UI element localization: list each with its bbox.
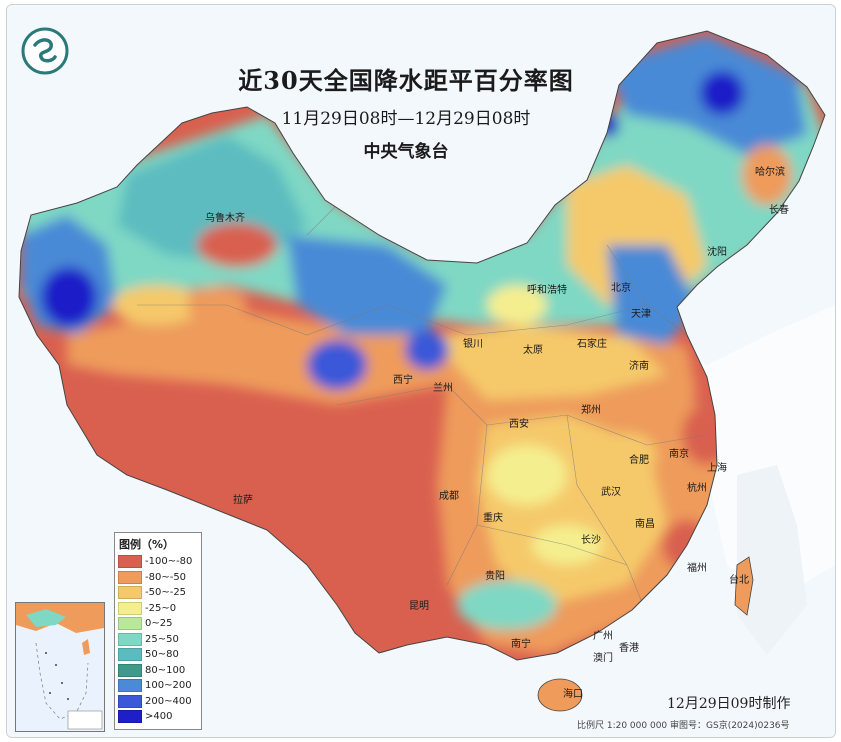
legend-item-label: -50~-25: [145, 587, 187, 599]
city-label: 天津: [631, 309, 651, 320]
legend-item: >400: [115, 709, 201, 725]
legend-item-label: 200~400: [145, 695, 192, 707]
legend-swatch: [118, 601, 142, 615]
city-label: 南京: [669, 449, 689, 460]
legend-swatch: [118, 570, 142, 584]
legend-item: 200~400: [115, 694, 201, 710]
city-label: 长沙: [581, 535, 601, 546]
map-frame: 近30天全国降水距平百分率图 11月29日08时—12月29日08时 中央气象台…: [6, 4, 836, 738]
city-label: 南宁: [511, 639, 531, 650]
cma-logo-icon: [21, 27, 69, 75]
city-label: 合肥: [629, 455, 649, 466]
city-label: 济南: [629, 361, 649, 372]
city-label: 西宁: [393, 375, 413, 386]
city-label: 武汉: [601, 487, 621, 498]
legend-item: -25~0: [115, 601, 201, 617]
city-label: 贵阳: [485, 571, 505, 582]
precipitation-map: [7, 5, 835, 737]
city-label: 沈阳: [707, 247, 727, 258]
city-label: 呼和浩特: [527, 285, 567, 296]
city-label: 西安: [509, 419, 529, 430]
legend-swatch: [118, 679, 142, 693]
legend-item: 80~100: [115, 663, 201, 679]
city-label: 昆明: [409, 601, 429, 612]
city-label: 台北: [729, 575, 749, 586]
legend-swatch: [118, 663, 142, 677]
legend-item: -80~-50: [115, 570, 201, 586]
legend-item-label: 80~100: [145, 664, 186, 676]
south-china-sea-inset: [15, 602, 105, 732]
city-label: 南昌: [635, 519, 655, 530]
city-label: 澳门: [593, 653, 613, 664]
legend-item: -100~-80: [115, 554, 201, 570]
legend-item-label: 0~25: [145, 618, 173, 630]
city-label: 乌鲁木齐: [205, 213, 245, 224]
legend-item: 50~80: [115, 647, 201, 663]
legend: 图例（%） -100~-80 -80~-50 -50~-25 -25~0 0~2…: [114, 532, 202, 730]
legend-swatch: [118, 632, 142, 646]
city-label: 石家庄: [577, 339, 607, 350]
city-label: 北京: [611, 283, 631, 294]
city-label: 太原: [523, 345, 543, 356]
city-label: 兰州: [433, 383, 453, 394]
legend-swatch: [118, 586, 142, 600]
legend-item-label: >400: [145, 711, 173, 723]
legend-item-label: 50~80: [145, 649, 179, 661]
city-label: 成都: [439, 491, 459, 502]
legend-item-label: 100~200: [145, 680, 192, 692]
legend-item: 0~25: [115, 616, 201, 632]
legend-title: 图例（%）: [119, 538, 175, 551]
city-label: 银川: [463, 339, 483, 350]
legend-item-label: -80~-50: [145, 571, 187, 583]
legend-swatch: [118, 648, 142, 662]
legend-swatch: [118, 694, 142, 708]
city-label: 哈尔滨: [755, 167, 785, 178]
city-label: 郑州: [581, 405, 601, 416]
city-label: 上海: [707, 463, 727, 474]
legend-item: -50~-25: [115, 585, 201, 601]
city-label: 长春: [769, 205, 789, 216]
legend-swatch: [118, 710, 142, 724]
city-label: 广州: [593, 631, 613, 642]
city-label: 福州: [687, 563, 707, 574]
legend-item-label: 25~50: [145, 633, 179, 645]
city-label: 拉萨: [233, 495, 253, 506]
legend-item: 25~50: [115, 632, 201, 648]
legend-item: 100~200: [115, 678, 201, 694]
legend-item-label: -100~-80: [145, 556, 193, 568]
city-label: 香港: [619, 643, 639, 654]
legend-swatch: [118, 617, 142, 631]
scale-and-approval: 比例尺 1:20 000 000 审图号：GS京(2024)0236号: [577, 721, 790, 731]
production-stamp: 12月29日09时制作: [667, 696, 791, 712]
legend-item-label: -25~0: [145, 602, 177, 614]
legend-swatch: [118, 555, 142, 569]
city-label: 海口: [563, 689, 583, 700]
city-label: 杭州: [687, 483, 707, 494]
city-label: 重庆: [483, 513, 503, 524]
